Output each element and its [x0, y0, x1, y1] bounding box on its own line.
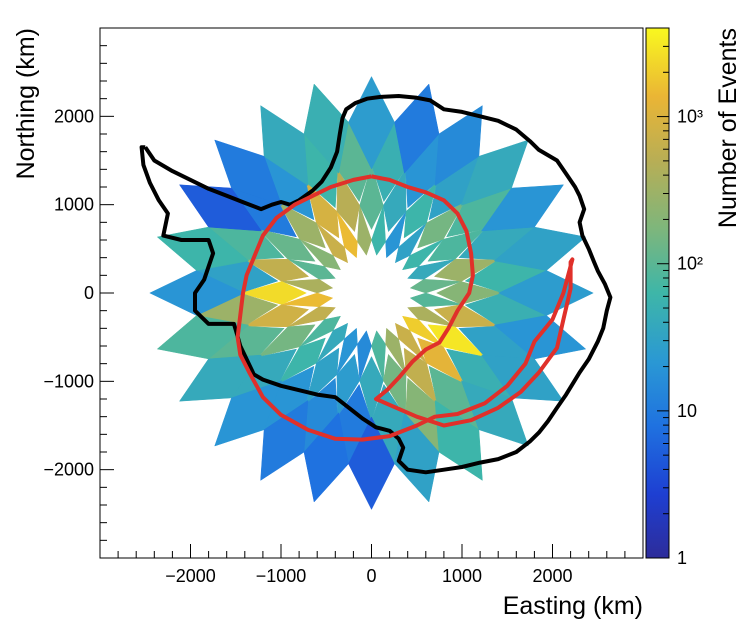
x-axis-title: Easting (km): [503, 592, 643, 620]
x-tick-label: −2000: [165, 566, 216, 586]
colorbar-tick-label: 10: [677, 401, 697, 421]
colorbar-title: Number of Events: [714, 28, 742, 228]
colorbar-tick-label: 10³: [677, 107, 703, 127]
y-axis-title: Northing (km): [12, 28, 40, 179]
colorbar: [645, 27, 670, 559]
boundary-line: [235, 174, 575, 442]
x-tick-label: 0: [366, 566, 376, 586]
axes-layer: −2000 −1000 0 1000 2000 2000 1000 0 −1000 −2000: [43, 45, 626, 586]
y-tick-label: 2000: [54, 106, 94, 126]
y-tick-label: −2000: [43, 460, 94, 480]
heatmap-cell: [409, 292, 462, 307]
y-tick-label: 0: [84, 283, 94, 303]
colorbar-tick-label: 10²: [677, 254, 703, 274]
y-tick-label: −1000: [43, 371, 94, 391]
y-tick-label: 1000: [54, 195, 94, 215]
colorbar-tick-label: 1: [677, 548, 687, 568]
x-tick-label: 2000: [532, 566, 572, 586]
overlay-layer: [139, 94, 613, 475]
x-tick-label: −1000: [256, 566, 307, 586]
x-tick-label: 1000: [442, 566, 482, 586]
coastline: [139, 94, 613, 475]
colorbar-axis: 1 10 10² 10³: [657, 27, 703, 568]
